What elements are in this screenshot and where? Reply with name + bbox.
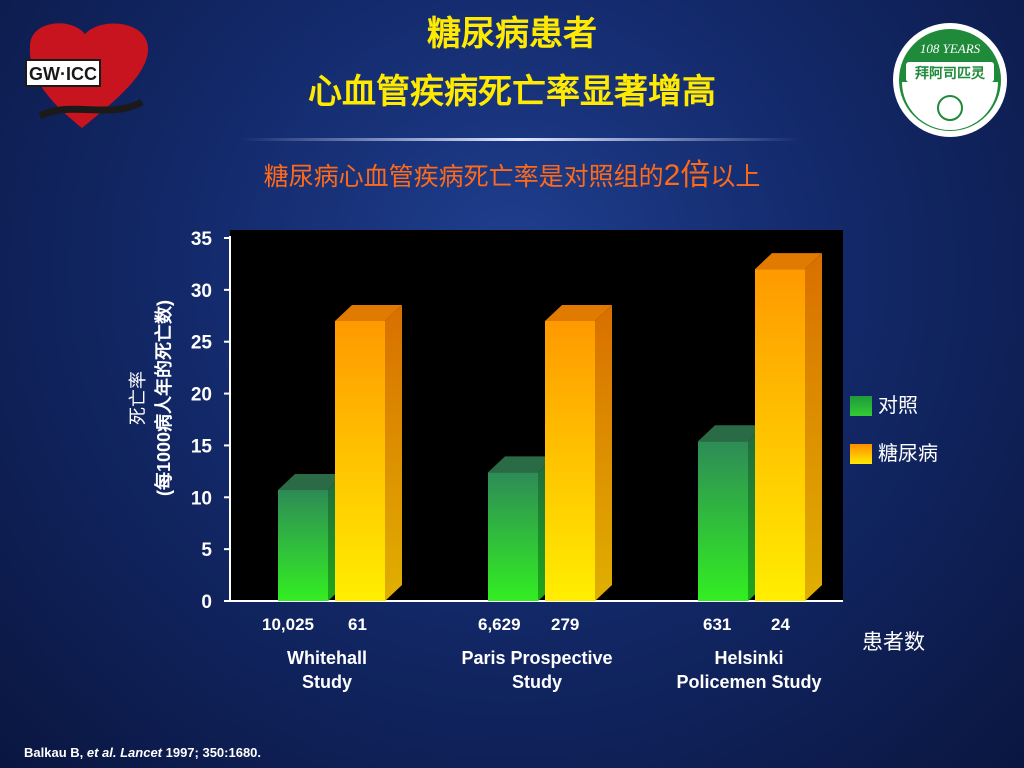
patient-count-helsinki-diabetes: 24 <box>771 615 790 634</box>
category-label-line: Study <box>511 672 562 692</box>
title-divider <box>240 138 800 141</box>
y-tick-label: 25 <box>191 333 213 354</box>
aspirin-108-years-logo: 108 YEARS 拜阿司匹灵 <box>890 20 1010 140</box>
category-label-line: Whitehall <box>287 648 367 668</box>
category-label-line: Helsinki <box>714 648 784 668</box>
legend-item-diabetes: 糖尿病 <box>850 440 1010 470</box>
category-label-helsinki: Helsinki Policemen Study <box>639 646 859 694</box>
slide-title-line2: 心血管疾病死亡率显著增高 <box>308 73 716 111</box>
patient-count-whitehall-control: 10,025 <box>262 615 314 634</box>
y-axis-label-line1: 死亡率 <box>128 371 148 425</box>
patient-count-helsinki-control: 631 <box>703 615 732 634</box>
category-label-paris: Paris Prospective Study <box>427 646 647 694</box>
patient-count-paris-diabetes: 279 <box>551 615 580 634</box>
legend-item-control: 对照 <box>850 392 1010 422</box>
gwicc-logo: GW·ICC <box>10 16 160 134</box>
bar-paris-diabetes-top <box>545 304 612 321</box>
bar-whitehall-control-top <box>278 474 345 491</box>
patient-count-label: 患者数 <box>862 631 925 654</box>
citation-journal: et al. Lancet <box>86 745 162 760</box>
bar-helsinki-control-top <box>698 425 765 442</box>
bar-whitehall-diabetes-top <box>335 304 402 321</box>
category-label-line: Paris Prospective <box>461 648 613 668</box>
bar-whitehall-control-front <box>278 490 328 601</box>
bar-paris-control-front <box>488 472 538 601</box>
category-label-line: Study <box>301 672 352 692</box>
bar-whitehall-diabetes <box>335 304 402 601</box>
bar-paris-control <box>488 456 555 601</box>
citation-details: 1997; 350:1680. <box>162 745 262 760</box>
bar-helsinki-diabetes-side <box>805 253 822 601</box>
bar-paris-diabetes-front <box>545 320 595 601</box>
legend-swatch-diabetes <box>850 444 872 464</box>
citation-authors: Balkau B, <box>24 745 87 760</box>
bar-whitehall-diabetes-side <box>385 304 402 601</box>
subtitle-emphasis: 2倍 <box>663 159 711 192</box>
bar-helsinki-control <box>698 425 765 601</box>
gwicc-logo-text: GW·ICC <box>29 64 97 84</box>
108-years-text: 108 YEARS <box>920 41 981 56</box>
y-tick-label: 15 <box>191 436 213 457</box>
bar-helsinki-control-front <box>698 441 748 601</box>
legend-label-diabetes: 糖尿病 <box>878 443 938 465</box>
citation: Balkau B, et al. Lancet 1997; 350:1680. <box>24 744 261 762</box>
bar-helsinki-diabetes-top <box>755 253 822 270</box>
slide-title-line1: 糖尿病患者 <box>427 15 597 53</box>
bar-helsinki-diabetes-front <box>755 269 805 601</box>
bar-helsinki-diabetes <box>755 253 822 601</box>
y-tick-label: 5 <box>201 540 212 561</box>
y-tick-label: 10 <box>191 488 212 509</box>
y-axis-label-line2: (每1000病人年的死亡数) <box>154 299 174 497</box>
patient-count-paris-control: 6,629 <box>478 615 521 634</box>
patient-count-whitehall-diabetes: 61 <box>348 615 367 634</box>
category-label-whitehall: Whitehall Study <box>217 646 437 694</box>
y-tick-label: 35 <box>191 229 213 250</box>
bar-paris-diabetes-side <box>595 304 612 601</box>
legend-swatch-control <box>850 396 872 416</box>
bar-whitehall-diabetes-front <box>335 320 385 601</box>
subtitle-part2: 以上 <box>710 163 761 191</box>
slide-subtitle: 糖尿病心血管疾病死亡率是对照组的2倍以上 <box>0 158 1024 195</box>
bar-whitehall-control <box>278 474 345 601</box>
aspirin-brand-text: 拜阿司匹灵 <box>915 65 986 82</box>
y-tick-label: 0 <box>201 592 212 613</box>
category-label-line: Policemen Study <box>676 672 822 692</box>
legend-label-control: 对照 <box>878 395 918 417</box>
bayer-cross-icon <box>937 95 963 121</box>
bar-paris-diabetes <box>545 304 612 601</box>
bar-paris-control-top <box>488 456 555 473</box>
subtitle-part1: 糖尿病心血管疾病死亡率是对照组的 <box>263 163 664 191</box>
y-tick-label: 20 <box>191 385 212 406</box>
y-tick-label: 30 <box>191 281 212 302</box>
